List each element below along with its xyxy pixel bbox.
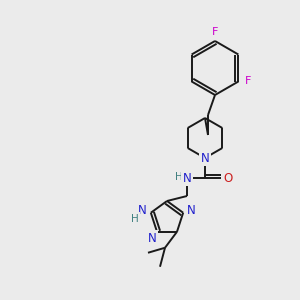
Text: N: N <box>148 232 156 245</box>
Text: F: F <box>212 27 218 37</box>
Text: F: F <box>245 76 252 86</box>
Text: N: N <box>201 152 209 164</box>
Text: O: O <box>224 172 232 184</box>
Text: H: H <box>131 214 139 224</box>
Text: N: N <box>183 172 191 184</box>
Text: H: H <box>175 172 183 182</box>
Text: N: N <box>187 204 196 217</box>
Text: N: N <box>137 204 146 217</box>
